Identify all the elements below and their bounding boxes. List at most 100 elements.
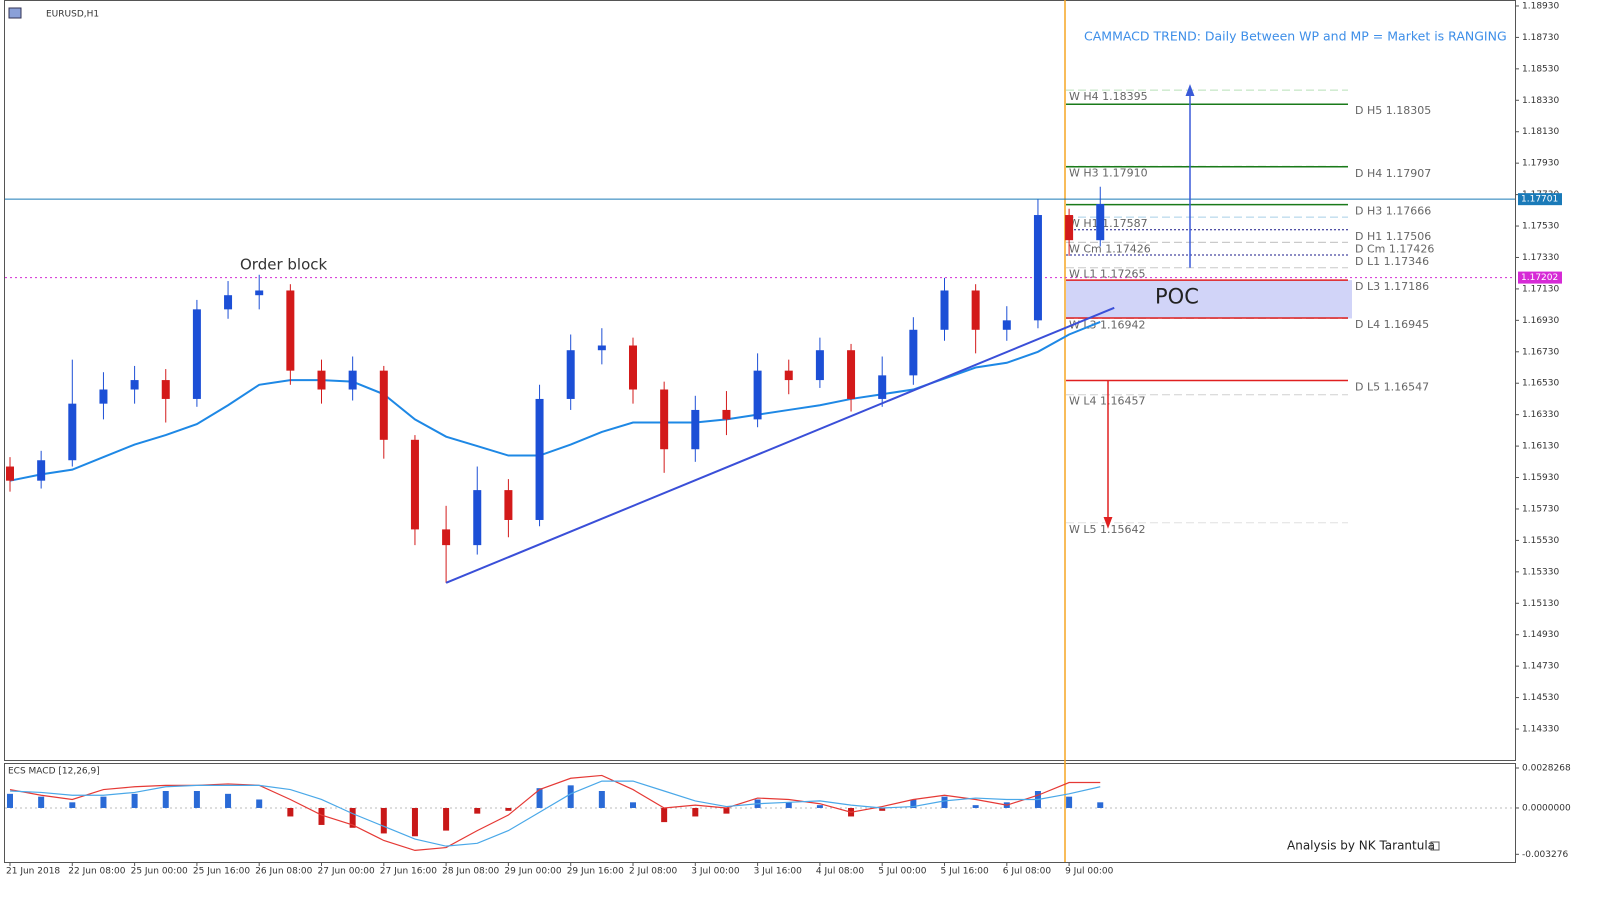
y-tick-label: 1.18930 — [1522, 1, 1559, 11]
candle-body — [348, 370, 357, 390]
symbol-icon — [8, 7, 22, 19]
pivot-label: D Cm 1.17426 — [1355, 242, 1434, 255]
x-tick-label: 29 Jun 00:00 — [504, 867, 561, 877]
candle-body — [1033, 215, 1042, 321]
pivot-label: D L5 1.16547 — [1355, 381, 1429, 394]
pivot-label: D H3 1.17666 — [1355, 205, 1431, 218]
pivot-label: D H4 1.17907 — [1355, 167, 1431, 180]
candle-body — [971, 290, 980, 330]
pivot-label: D H5 1.18305 — [1355, 104, 1431, 117]
price-box — [1518, 271, 1562, 284]
price-box-label: 1.17701 — [1521, 195, 1558, 205]
candle-body — [753, 370, 762, 420]
y-tick-label: 1.15930 — [1522, 473, 1559, 483]
poc-zone — [1066, 280, 1352, 319]
y-tick-label: 1.17330 — [1522, 253, 1559, 263]
candle-body — [566, 350, 575, 399]
y-tick-label: 0.0028268 — [1522, 763, 1571, 773]
order-block-label: Order block — [240, 256, 328, 274]
candle-body — [940, 290, 949, 330]
y-tick-label: 1.16930 — [1522, 316, 1559, 326]
candle-body — [224, 295, 233, 310]
histogram-bar — [380, 807, 387, 834]
candle-body — [691, 409, 700, 450]
histogram-bar — [349, 807, 356, 828]
histogram-bar — [474, 807, 481, 814]
pivot-label: W L4 1.16457 — [1069, 395, 1145, 408]
y-tick-label: 1.14930 — [1522, 630, 1559, 640]
histogram-bar — [38, 796, 45, 808]
x-tick-label: 5 Jul 00:00 — [878, 867, 927, 877]
histogram-bar — [1066, 796, 1073, 808]
candle-body — [37, 460, 46, 481]
histogram-bar — [598, 791, 605, 808]
x-tick-label: 25 Jun 16:00 — [193, 867, 250, 877]
y-tick-label: 1.14730 — [1522, 662, 1559, 672]
candle-body — [161, 380, 170, 399]
trend-annotation: CAMMACD TREND: Daily Between WP and MP =… — [1084, 29, 1507, 44]
histogram-bar — [692, 807, 699, 817]
credit: Analysis by NK Tarantula — [1287, 839, 1435, 853]
histogram-bar — [193, 791, 200, 808]
histogram-bar — [536, 788, 543, 808]
y-tick-label: 1.14330 — [1522, 725, 1559, 735]
y-tick-label: 1.16730 — [1522, 347, 1559, 357]
x-tick-label: 26 Jun 08:00 — [255, 867, 312, 877]
y-tick-label: 1.16130 — [1522, 442, 1559, 452]
candle-body — [1002, 320, 1011, 330]
pivot-label: W Cm 1.17426 — [1069, 242, 1151, 255]
x-tick-label: 9 Jul 00:00 — [1065, 867, 1114, 877]
candle-body — [629, 345, 637, 390]
histogram-bar — [972, 805, 979, 808]
candle-body — [255, 290, 264, 296]
histogram-bar — [100, 796, 107, 808]
y-tick-label: 1.17530 — [1522, 222, 1559, 232]
candle-body — [192, 309, 201, 399]
histogram-bar — [661, 807, 668, 823]
x-tick-label: 3 Jul 00:00 — [691, 867, 740, 877]
x-tick-label: 21 Jun 2018 — [6, 867, 60, 877]
y-tick-label: 1.16530 — [1522, 379, 1559, 389]
x-tick-label: 5 Jul 16:00 — [941, 867, 990, 877]
candle-body — [379, 370, 388, 440]
pivot-label: W L5 1.15642 — [1069, 523, 1145, 536]
histogram-bar — [567, 785, 574, 808]
histogram-bar — [256, 799, 263, 808]
histogram-bar — [1097, 802, 1104, 808]
histogram-bar — [723, 807, 730, 814]
candle-body — [130, 380, 139, 390]
price-box — [1518, 193, 1562, 206]
histogram-bar — [630, 802, 636, 808]
histogram-bar — [225, 793, 232, 808]
x-tick-label: 22 Jun 08:00 — [68, 867, 125, 877]
x-tick-label: 2 Jul 08:00 — [629, 867, 678, 877]
pivot-label: D L3 1.17186 — [1355, 280, 1429, 293]
histogram-bar — [879, 807, 886, 811]
y-tick-label: 1.18730 — [1522, 33, 1559, 43]
main-frame — [4, 0, 1516, 761]
candle-body — [660, 389, 669, 450]
candle-body — [68, 403, 77, 461]
macd-frame — [4, 763, 1516, 863]
pivot-label: W H1 1.17587 — [1069, 217, 1148, 230]
y-tick-label: 1.15330 — [1522, 567, 1559, 577]
histogram-bar — [816, 805, 823, 808]
candle-body — [1096, 204, 1105, 241]
y-tick-label: 1.15730 — [1522, 504, 1559, 514]
histogram-bar — [941, 796, 948, 808]
histogram-bar — [910, 799, 917, 808]
y-tick-label: 1.15130 — [1522, 599, 1559, 609]
pivot-label: W H4 1.18395 — [1069, 90, 1148, 103]
candle-body — [535, 398, 544, 520]
histogram-bar — [287, 807, 294, 817]
y-tick-label: 1.17930 — [1522, 159, 1559, 169]
x-tick-label: 25 Jun 00:00 — [131, 867, 188, 877]
histogram-bar — [162, 791, 169, 808]
candle-body — [784, 370, 793, 381]
candle-body — [1065, 215, 1074, 241]
y-tick-label: 1.18130 — [1522, 127, 1559, 137]
x-tick-label: 27 Jun 00:00 — [318, 867, 375, 877]
candle-body — [6, 466, 14, 481]
pivot-label: D H1 1.17506 — [1355, 230, 1431, 243]
